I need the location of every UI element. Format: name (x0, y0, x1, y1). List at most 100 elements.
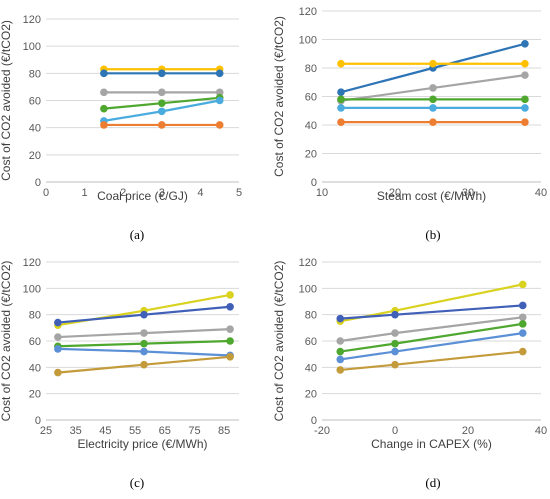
y-axis-label: Cost of CO2 avoided (€/tCO2) (0, 261, 13, 422)
data-point (54, 345, 62, 353)
data-point (336, 347, 345, 356)
y-axis-label: Cost of CO2 avoided (€/tCO2) (272, 16, 286, 177)
data-point (429, 59, 437, 68)
data-point (521, 39, 529, 48)
y-tick-label: 20 (29, 150, 41, 162)
x-tick-label: 85 (218, 425, 230, 437)
x-tick-label: 4 (197, 187, 203, 199)
x-tick-label: 40 (535, 187, 547, 199)
x-tick-label: 0 (43, 187, 49, 199)
chart-panel-2: 0 20 40 60 80 100 120 10 20 30 40 Steam cost (€/MWh… (272, 6, 547, 242)
y-tick-label: 120 (299, 6, 317, 18)
y-tick-label: 80 (305, 63, 317, 75)
y-tick-label: 60 (29, 336, 41, 348)
data-point (158, 69, 166, 78)
x-tick-label: 30 (462, 187, 474, 199)
data-point (54, 333, 62, 341)
data-point (521, 59, 529, 68)
data-point (100, 88, 108, 97)
data-point (140, 310, 148, 319)
x-tick-label: 65 (159, 425, 171, 437)
data-point (100, 69, 108, 78)
data-point (226, 291, 234, 299)
y-tick-label: 40 (305, 362, 317, 374)
x-tick-label: 20 (462, 425, 474, 437)
data-point (158, 121, 166, 129)
y-tick-label: 100 (23, 41, 41, 53)
y-tick-label: 80 (29, 68, 41, 80)
y-tick-label: 60 (305, 92, 317, 104)
data-point (518, 347, 527, 356)
y-axis-label: Cost of CO2 avoided (€/tCO2) (272, 261, 286, 422)
data-point (391, 360, 399, 369)
data-point (54, 318, 62, 327)
y-tick-label: 100 (299, 35, 317, 47)
y-tick-label: 120 (23, 14, 41, 26)
data-point (429, 118, 437, 126)
data-point (140, 329, 148, 337)
x-tick-label: 10 (316, 187, 328, 199)
data-point (226, 353, 234, 361)
y-tick-label: 0 (311, 177, 317, 189)
data-point (518, 280, 527, 289)
x-tick-label: 55 (129, 425, 141, 437)
x-axis-label: Coal price (€/GJ) (97, 189, 188, 203)
y-tick-label: 0 (311, 415, 317, 427)
y-tick-label: 100 (23, 283, 41, 295)
y-tick-label: 0 (35, 415, 41, 427)
data-point (100, 121, 108, 129)
y-tick-label: 40 (29, 362, 41, 374)
data-point (521, 95, 529, 104)
data-point (336, 366, 345, 374)
data-point (337, 95, 345, 104)
data-point (158, 107, 166, 116)
data-point (226, 337, 234, 345)
data-point (429, 84, 437, 92)
y-tick-label: 120 (299, 257, 317, 269)
data-point (337, 118, 345, 126)
data-point (215, 69, 224, 78)
y-tick-label: 20 (305, 149, 317, 161)
x-tick-label: 35 (70, 425, 82, 437)
series-line (340, 304, 523, 320)
x-tick-label: 25 (40, 425, 52, 437)
panel-label: (c) (130, 475, 144, 490)
data-point (521, 118, 529, 126)
data-point (429, 95, 437, 104)
x-tick-label: -20 (314, 425, 330, 437)
data-point (226, 325, 234, 333)
data-point (140, 347, 148, 356)
data-point (158, 88, 166, 97)
data-point (336, 355, 345, 364)
data-point (518, 320, 527, 328)
x-axis-label: Steam cost (€/MWh) (377, 189, 486, 203)
y-tick-label: 0 (35, 177, 41, 189)
x-tick-label: 1 (82, 187, 88, 199)
y-tick-label: 40 (29, 123, 41, 135)
panel-label: (a) (130, 227, 144, 242)
data-point (521, 71, 529, 79)
y-tick-label: 60 (305, 336, 317, 348)
data-point (215, 96, 224, 105)
data-point (521, 104, 529, 112)
x-tick-label: 45 (99, 425, 111, 437)
data-point (336, 337, 345, 345)
data-point (100, 104, 108, 113)
data-point (226, 302, 234, 311)
data-point (215, 121, 224, 129)
x-tick-label: 40 (535, 425, 547, 437)
data-point (429, 104, 437, 112)
data-point (215, 88, 224, 97)
data-point (391, 347, 399, 356)
x-tick-label: 75 (188, 425, 200, 437)
x-axis-label: Electricity price (€/MWh) (77, 437, 207, 451)
data-point (336, 314, 345, 323)
data-point (337, 88, 345, 97)
x-tick-label: 3 (159, 187, 165, 199)
data-point (391, 329, 399, 337)
data-point (518, 329, 527, 337)
data-point (518, 313, 527, 322)
y-tick-label: 80 (305, 310, 317, 322)
